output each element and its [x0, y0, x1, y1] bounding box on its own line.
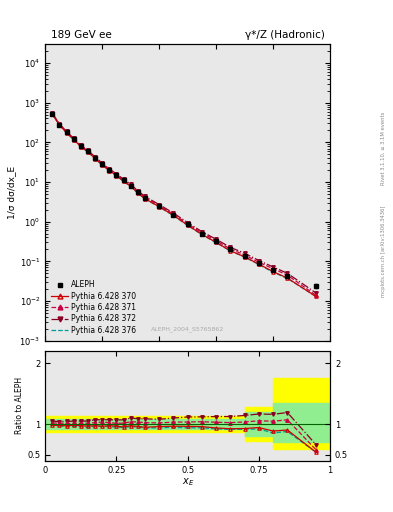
Y-axis label: 1/σ dσ/dx_E: 1/σ dσ/dx_E — [7, 166, 17, 219]
Text: 189 GeV ee: 189 GeV ee — [51, 30, 112, 40]
Text: Rivet 3.1.10, ≥ 3.1M events: Rivet 3.1.10, ≥ 3.1M events — [381, 111, 386, 185]
Legend: ALEPH, Pythia 6.428 370, Pythia 6.428 371, Pythia 6.428 372, Pythia 6.428 376: ALEPH, Pythia 6.428 370, Pythia 6.428 37… — [49, 278, 139, 337]
Text: ALEPH_2004_S5765862: ALEPH_2004_S5765862 — [151, 326, 224, 332]
Y-axis label: Ratio to ALEPH: Ratio to ALEPH — [15, 377, 24, 434]
Text: γ*/Z (Hadronic): γ*/Z (Hadronic) — [244, 30, 325, 40]
Text: mcplots.cern.ch [arXiv:1306.3436]: mcplots.cern.ch [arXiv:1306.3436] — [381, 206, 386, 297]
X-axis label: $x_E$: $x_E$ — [182, 476, 194, 488]
